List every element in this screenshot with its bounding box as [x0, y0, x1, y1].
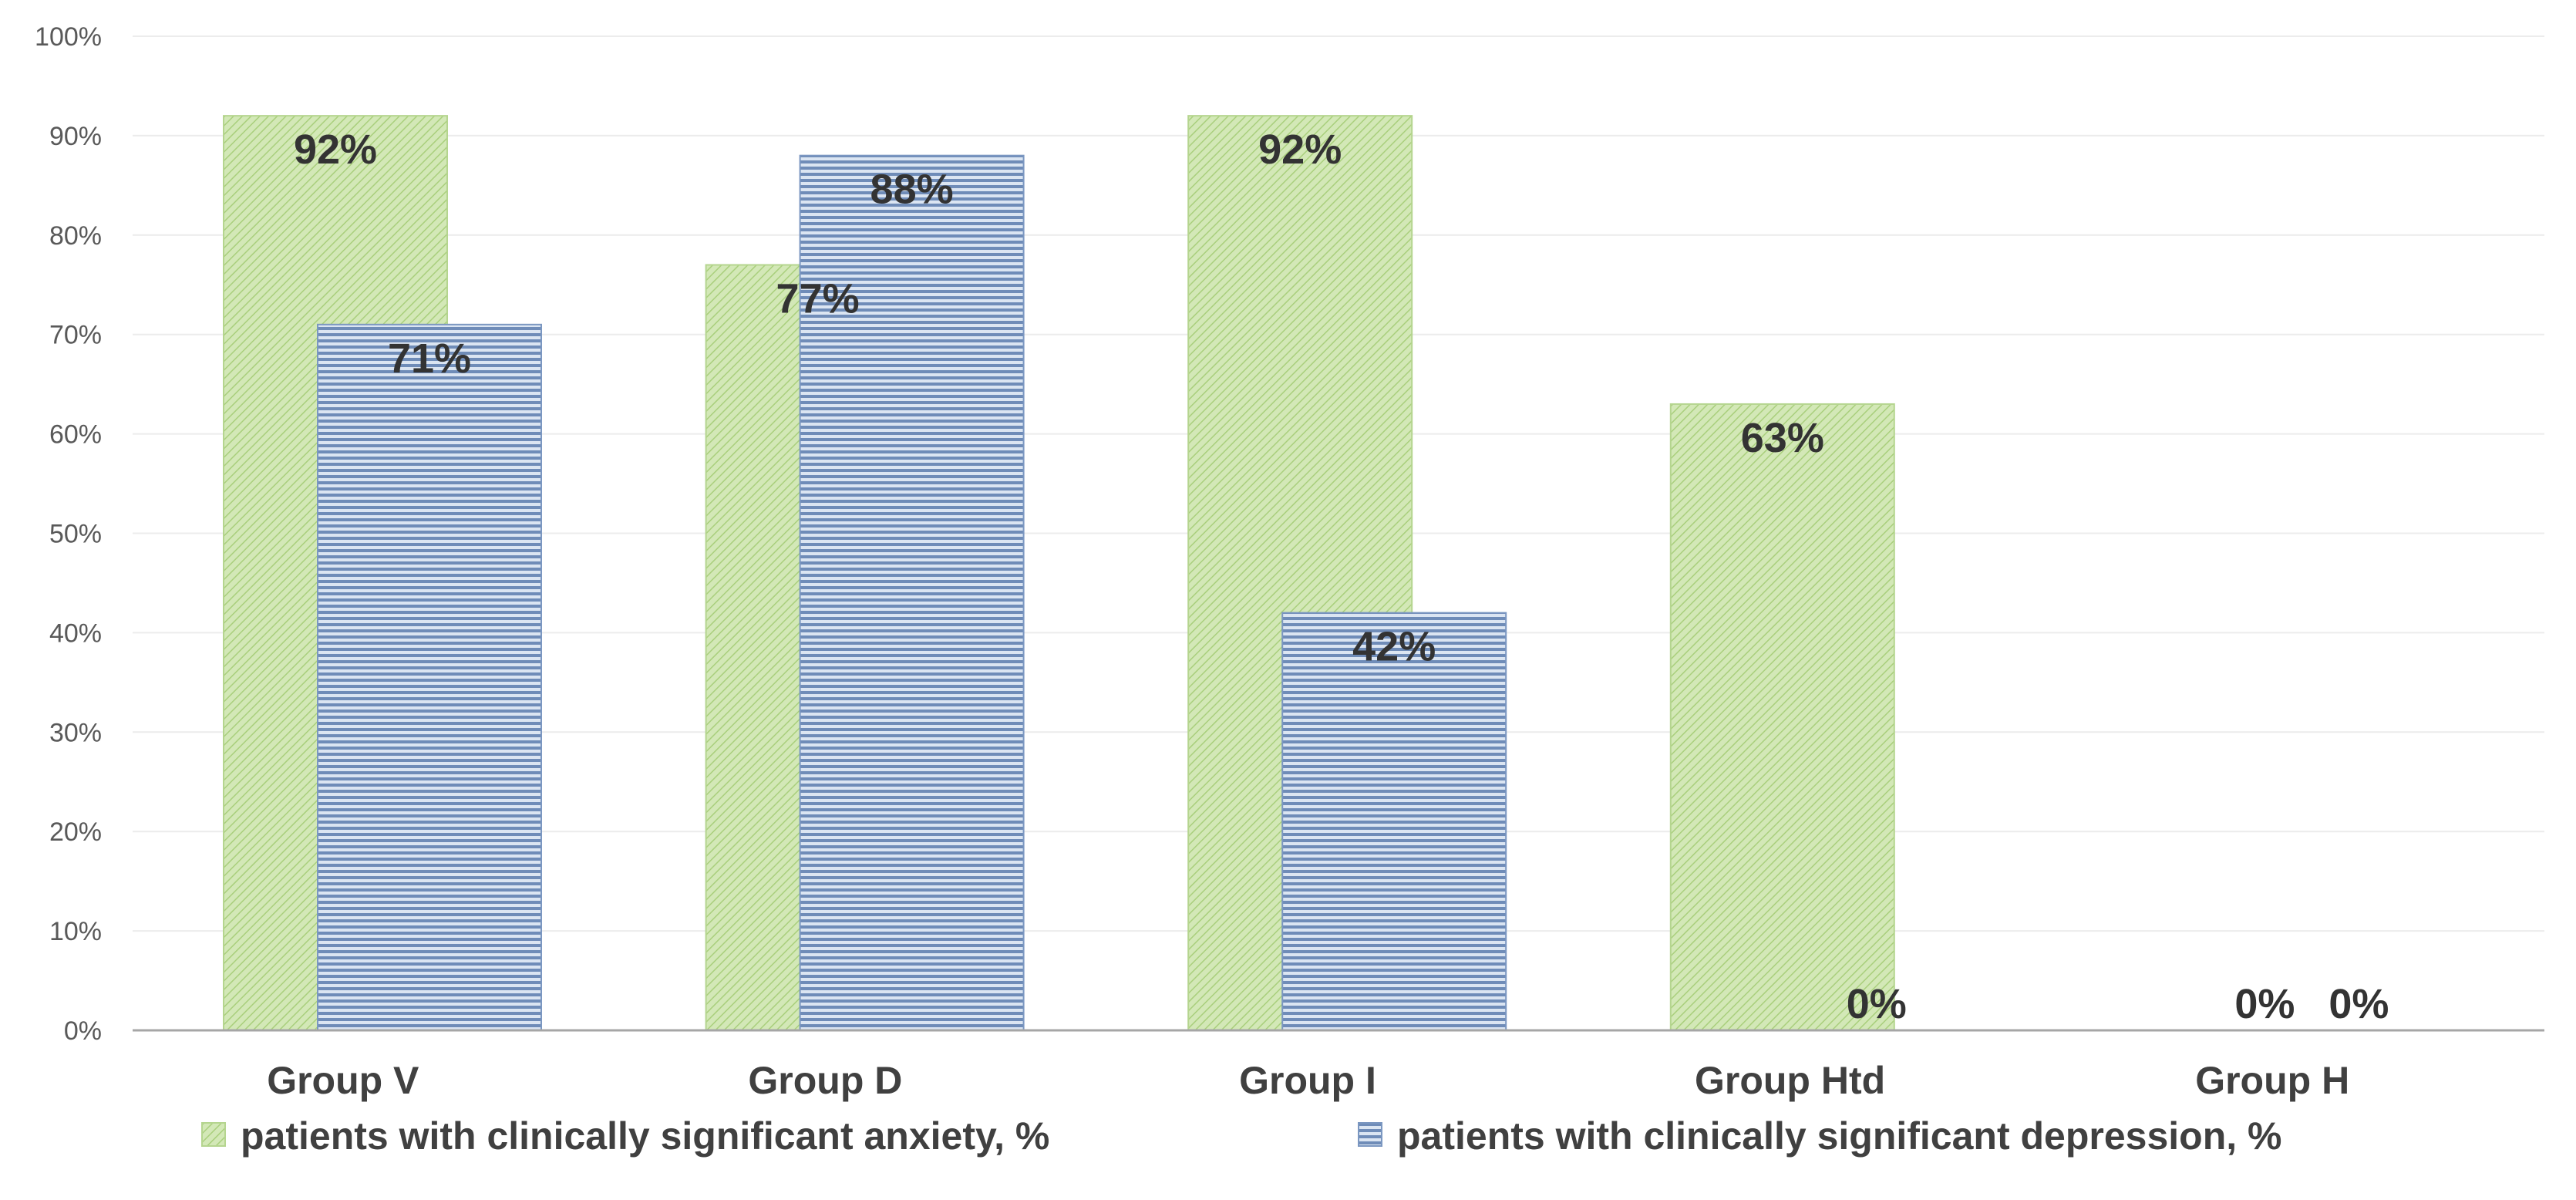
bar-anxiety — [1669, 403, 1895, 1031]
data-label-anxiety: 63% — [1741, 415, 1824, 461]
y-axis-ticks: 0% 10% 20% 30% 40% 50% 60% 70% 80% 90% 100% — [35, 22, 102, 1046]
legend-label-anxiety: patients with clinically significant anx… — [241, 1114, 1049, 1158]
legend-label-depression: patients with clinically significant dep… — [1397, 1114, 2282, 1158]
data-label-anxiety: 92% — [294, 126, 377, 173]
y-tick-label: 20% — [49, 817, 102, 847]
bar-depression — [317, 323, 542, 1031]
category-label: Group H — [2195, 1059, 2349, 1102]
category-label: Group D — [748, 1059, 902, 1102]
category-label: Group Htd — [1695, 1059, 1885, 1102]
data-labels: 92% 71% 77% 88% 92% 42% 63% 0% 0% 0% — [294, 126, 2389, 1027]
y-tick-label: 80% — [49, 221, 102, 251]
y-tick-label: 70% — [49, 321, 102, 350]
y-tick-label: 10% — [49, 917, 102, 946]
data-label-depression: 0% — [1847, 981, 1907, 1027]
legend-swatch-depression — [1358, 1122, 1382, 1147]
data-label-anxiety: 77% — [776, 275, 860, 322]
data-label-anxiety: 92% — [1258, 126, 1342, 173]
x-axis-categories: Group V Group D Group I Group Htd Group H — [267, 1059, 2349, 1102]
bar-depression — [1281, 612, 1507, 1031]
category-label: Group I — [1239, 1059, 1376, 1102]
legend: patients with clinically significant anx… — [201, 1114, 2282, 1158]
y-tick-label: 0% — [64, 1016, 102, 1046]
y-tick-label: 40% — [49, 619, 102, 648]
y-tick-label: 30% — [49, 718, 102, 747]
data-label-depression: 0% — [2329, 981, 2389, 1027]
bars — [223, 115, 1895, 1032]
data-label-anxiety: 0% — [2234, 981, 2295, 1027]
legend-swatch-anxiety — [201, 1122, 226, 1147]
data-label-depression: 42% — [1352, 624, 1436, 670]
y-tick-label: 90% — [49, 122, 102, 151]
y-tick-label: 50% — [49, 520, 102, 549]
category-label: Group V — [267, 1059, 419, 1102]
data-label-depression: 88% — [870, 167, 954, 213]
y-tick-label: 60% — [49, 420, 102, 450]
data-label-depression: 71% — [388, 335, 471, 382]
y-tick-label: 100% — [35, 22, 102, 52]
